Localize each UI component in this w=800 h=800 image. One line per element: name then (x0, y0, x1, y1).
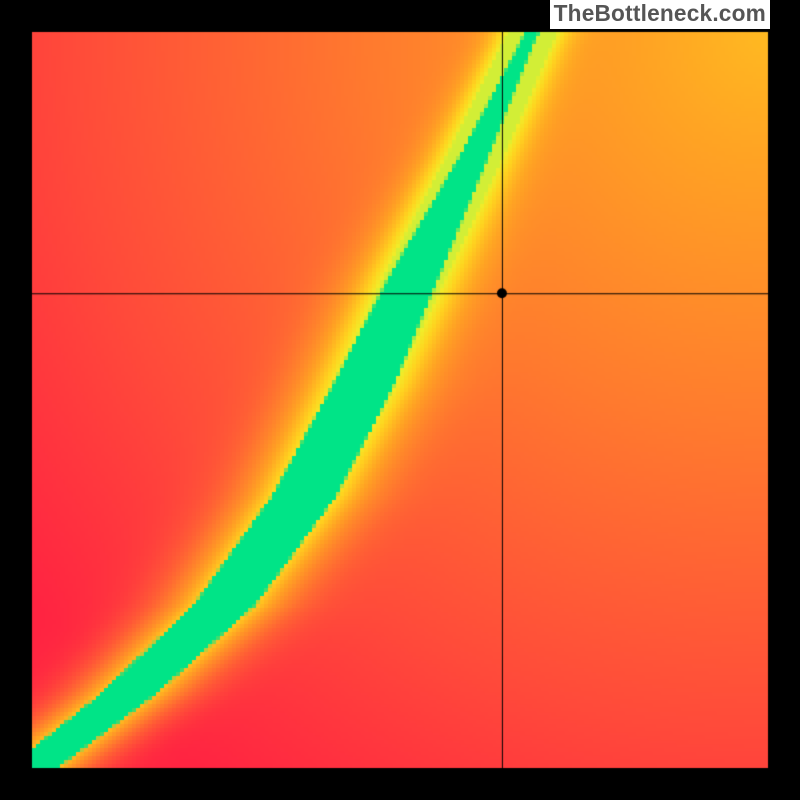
heatmap-canvas (0, 0, 800, 800)
chart-container: TheBottleneck.com (0, 0, 800, 800)
watermark-label: TheBottleneck.com (550, 0, 770, 29)
